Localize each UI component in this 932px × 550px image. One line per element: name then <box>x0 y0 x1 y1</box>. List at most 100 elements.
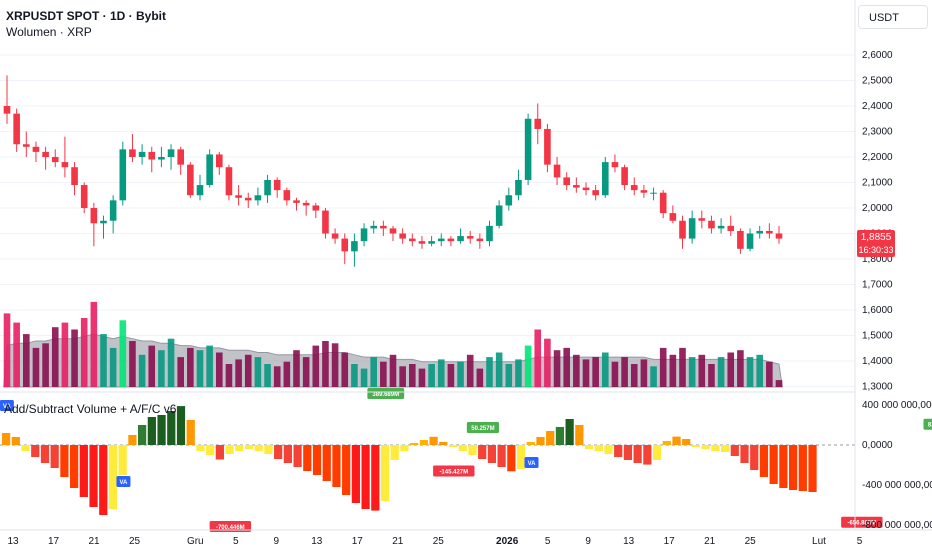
indicator-bar <box>70 445 79 488</box>
volume-bar <box>129 341 136 387</box>
volume-bar <box>322 341 329 387</box>
volume-bar <box>71 329 78 387</box>
volume-bar <box>13 322 20 387</box>
indicator-bar <box>701 445 710 449</box>
candle-body <box>244 197 252 201</box>
volume-bar <box>524 345 532 387</box>
candle-body <box>302 202 310 206</box>
volume-legend[interactable]: Wolumen · XRP <box>6 25 92 39</box>
time-axis-label: Lut <box>812 536 826 547</box>
indicator-tag <box>841 516 883 528</box>
volume-bar <box>312 345 320 387</box>
candle-body <box>370 225 377 229</box>
volume-bar <box>447 364 455 387</box>
candle-body <box>428 241 435 244</box>
candle-body <box>254 195 262 201</box>
price-axis[interactable]: 2,6000 2,5000 2,4000 2,3000 2,2000 2,1000 2,00… <box>862 50 893 393</box>
indicator-tag <box>209 521 252 533</box>
time-axis-label: 21 <box>704 536 716 547</box>
volume-bar <box>360 368 368 387</box>
indicator-axis[interactable]: 400 000 000,0000 0,0000 -400 000 000,0000 -… <box>862 400 932 531</box>
indicator-bar <box>274 445 283 459</box>
candle-body <box>129 149 136 157</box>
volume-bar <box>244 354 252 387</box>
volume-bar <box>32 347 40 387</box>
indicator-tag <box>433 465 475 477</box>
indicator-tag <box>466 421 500 433</box>
indicator-bar <box>808 445 817 492</box>
indicator-bar <box>176 406 186 445</box>
candle-body <box>71 167 78 186</box>
indicator-bar <box>293 445 302 467</box>
volume-bar <box>293 350 300 387</box>
volume-bar <box>138 354 146 387</box>
candle-body <box>322 210 329 234</box>
indicator-bar <box>546 431 555 445</box>
time-axis-label: 17 <box>48 536 60 547</box>
indicator-tag-text: 50.257M <box>471 426 494 432</box>
symbol-title[interactable]: XRPUSDT SPOT · 1D · Bybit <box>6 9 167 23</box>
indicator-bar <box>575 425 584 445</box>
indicator-bar <box>322 445 331 481</box>
indicator-bar <box>225 445 234 454</box>
indicator-bar <box>157 415 166 445</box>
candle-body <box>264 179 271 196</box>
price-axis-label: 1,6000 <box>862 305 893 316</box>
indicator-bar <box>682 439 691 445</box>
volume-bar <box>592 357 599 387</box>
indicator-tag <box>524 457 539 468</box>
volume-bar <box>679 347 686 387</box>
volume-bar <box>380 361 387 387</box>
candle-body <box>167 149 175 157</box>
indicator-bar <box>40 445 50 463</box>
candle-body <box>592 190 599 196</box>
indicator-bar <box>196 445 205 451</box>
volume-bar <box>370 357 377 387</box>
volume-bar <box>775 380 783 387</box>
time-axis-label: 5 <box>857 536 863 547</box>
time-axis[interactable]: 13 17 21 25 Gru 5 9 13 17 21 25 2026 5 9 13 17 21 25 Lut 5 <box>7 536 862 547</box>
candle-body <box>688 218 696 239</box>
candle-body <box>582 187 590 191</box>
indicator-bar <box>186 420 195 445</box>
indicator-bar <box>351 445 360 503</box>
price-axis-label: 2,1000 <box>862 178 893 189</box>
candle-body <box>158 157 165 160</box>
candle-body <box>544 128 551 165</box>
candle-body <box>177 149 184 165</box>
indicator-bar <box>516 445 526 469</box>
volume-bar <box>216 352 223 387</box>
indicator-bar <box>244 445 254 449</box>
indicator-tag-text: -700.446M <box>216 525 245 531</box>
candle-body <box>283 190 291 201</box>
volume-bar <box>630 364 638 387</box>
volume-bar <box>206 345 213 387</box>
time-axis-label: 13 <box>623 536 635 547</box>
indicator-bar <box>264 445 273 454</box>
volume-bar <box>708 364 715 387</box>
volume-bar <box>505 364 513 387</box>
time-axis-label: 17 <box>664 536 676 547</box>
currency-button[interactable]: USDT <box>858 5 928 29</box>
candle-body <box>650 192 657 194</box>
candle-body <box>32 146 40 152</box>
time-axis-label: 2026 <box>496 536 519 547</box>
indicator-title[interactable]: Add/Subtract Volume + A/F/C v6 <box>4 402 177 416</box>
volume-bar <box>553 350 561 387</box>
volume-bar <box>331 343 339 387</box>
volume-bar <box>119 320 127 387</box>
candle-body <box>42 151 49 157</box>
candle-body <box>505 195 513 206</box>
indicator-tag <box>0 400 14 411</box>
candle-body <box>138 151 146 157</box>
volume-bar <box>659 347 667 387</box>
indicator-bar <box>720 445 730 452</box>
time-axis-label: 25 <box>745 536 757 547</box>
indicator-bar <box>2 433 11 445</box>
candle-body <box>746 233 754 249</box>
volume-bar <box>573 354 580 387</box>
volume-bar <box>264 364 271 387</box>
candle-body <box>621 167 628 186</box>
indicator-axis-label: -800 000 000,0000 <box>862 520 932 531</box>
